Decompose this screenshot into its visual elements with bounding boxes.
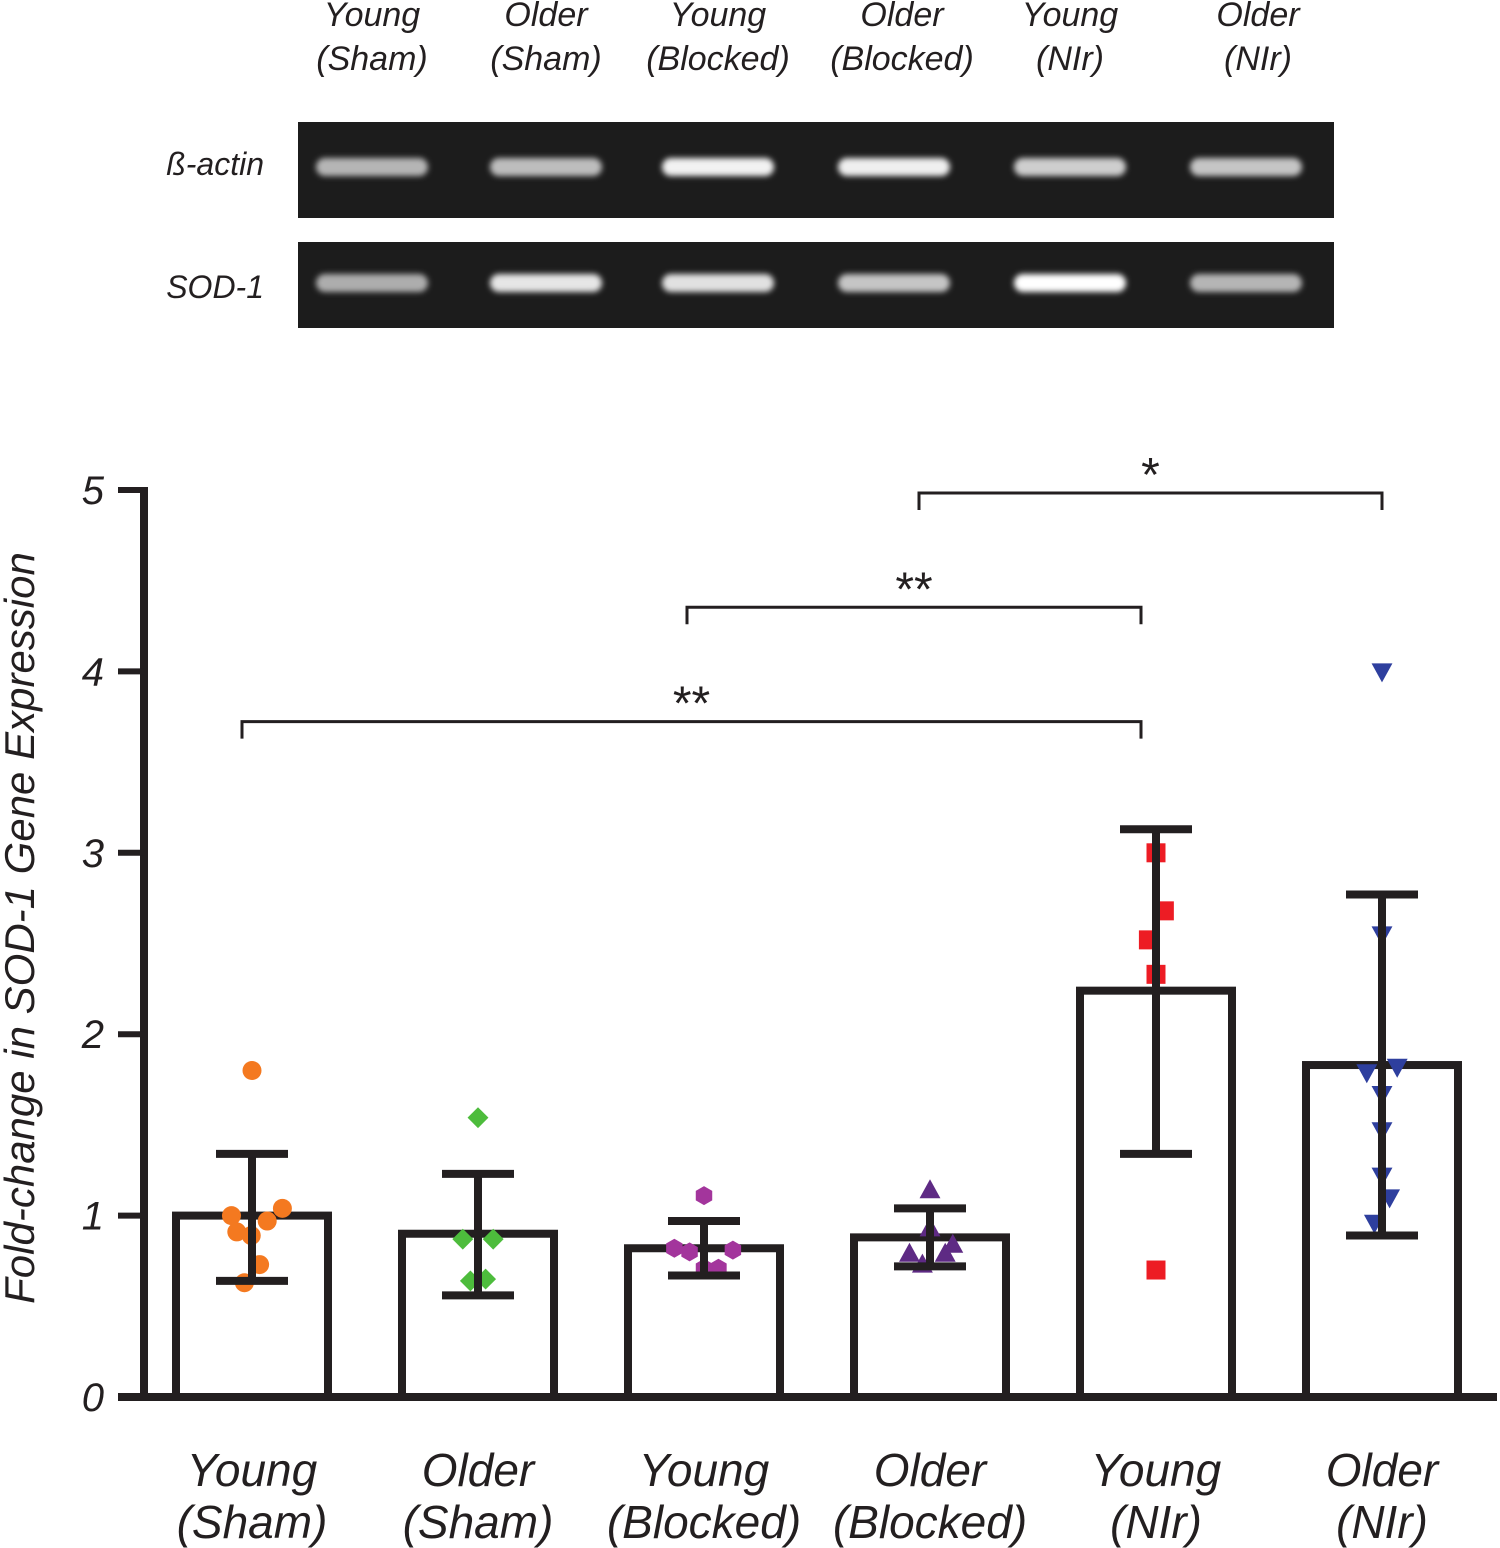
- point-0-0: [221, 1206, 241, 1226]
- point-1-1: [452, 1228, 474, 1250]
- series-group-5: [1302, 663, 1462, 1401]
- gel-band-0-5: [1190, 158, 1302, 176]
- point-2-2: [695, 1186, 713, 1206]
- gel-band-0-0: [316, 158, 428, 176]
- lane-4-line2: (NIr): [1036, 40, 1104, 78]
- x-label-0-line2: (Sham): [177, 1496, 328, 1548]
- x-label-4-line1: Young: [1091, 1444, 1222, 1496]
- gel-band-0-4: [1014, 158, 1126, 176]
- lane-4-line1: Young: [1022, 0, 1119, 34]
- x-label-5-line1: Older: [1326, 1444, 1440, 1496]
- x-labels: Young(Sham)Older(Sham)Young(Blocked)Olde…: [177, 1444, 1440, 1548]
- gel-lane-headers: Young (Sham) Older (Sham) Young (Blocked…: [316, 0, 1301, 78]
- gel-band-1-4: [1014, 274, 1126, 292]
- y-tick-label-4: 4: [82, 650, 104, 694]
- gel-strip-actin: [298, 122, 1334, 218]
- point-2-4: [724, 1240, 742, 1260]
- series-group-3: [850, 1179, 1010, 1402]
- error-bar-1: [442, 1169, 514, 1300]
- lane-0-line2: (Sham): [316, 40, 427, 78]
- series-group-4: [1076, 825, 1236, 1401]
- x-label-4-line2: (NIr): [1110, 1496, 1202, 1548]
- plot-layer: [172, 663, 1462, 1402]
- point-0-4: [272, 1198, 292, 1218]
- x-label-5-line2: (NIr): [1336, 1496, 1428, 1548]
- lane-0-line1: Young: [324, 0, 421, 34]
- lane-2-line1: Young: [670, 0, 767, 34]
- series-group-0: [172, 1060, 332, 1401]
- gel-band-1-1: [490, 274, 602, 292]
- gel-band-0-2: [662, 158, 774, 176]
- gel-row-label-sod1: SOD-1: [166, 269, 264, 305]
- sig-label-0: *: [1141, 449, 1160, 502]
- gel-band-0-1: [490, 158, 602, 176]
- lane-5-line1: Older: [1216, 0, 1301, 34]
- gel-band-1-0: [316, 274, 428, 292]
- sig-label-1: **: [895, 563, 932, 616]
- sig-bracket-0: [917, 491, 1384, 510]
- lane-1-line1: Older: [504, 0, 589, 34]
- gel-band-1-2: [662, 274, 774, 292]
- gel-strip-sod1: [298, 242, 1334, 328]
- point-5-2: [1356, 1064, 1378, 1084]
- significance-brackets: *****: [240, 449, 1384, 739]
- sig-bracket-1: [685, 605, 1143, 625]
- point-0-1: [227, 1222, 247, 1242]
- error-bar-2: [668, 1217, 740, 1280]
- y-tick-label-1: 1: [82, 1195, 104, 1239]
- point-5-3: [1386, 1058, 1408, 1078]
- lane-2-line2: (Blocked): [646, 40, 790, 78]
- lane-5-line2: (NIr): [1224, 40, 1292, 78]
- gel-bands: [316, 158, 1302, 292]
- error-bar-4: [1120, 825, 1192, 1158]
- point-2-0: [666, 1238, 683, 1258]
- gel-band-1-3: [838, 274, 950, 292]
- point-3-4: [942, 1233, 964, 1253]
- error-bar-5: [1346, 890, 1418, 1240]
- point-4-4: [1146, 1260, 1166, 1280]
- point-3-1: [919, 1179, 941, 1199]
- x-label-3-line2: (Blocked): [833, 1496, 1027, 1548]
- series-group-2: [624, 1186, 784, 1401]
- x-label-1-line2: (Sham): [403, 1496, 554, 1548]
- y-tick-label-5: 5: [82, 469, 105, 513]
- y-tick-label-0: 0: [82, 1376, 104, 1420]
- lane-1-line2: (Sham): [490, 40, 601, 78]
- gel-band-0-3: [838, 158, 950, 176]
- x-label-0-line1: Young: [187, 1444, 318, 1496]
- point-3-0: [899, 1242, 920, 1262]
- y-tick-label-3: 3: [82, 832, 104, 876]
- series-group-1: [398, 1107, 558, 1401]
- error-bar-3: [894, 1204, 966, 1271]
- point-1-2: [482, 1228, 504, 1250]
- y-tick-label-2: 2: [81, 1013, 104, 1057]
- x-label-1-line1: Older: [422, 1444, 536, 1496]
- gel-row-label-actin: ß-actin: [166, 146, 264, 182]
- point-2-1: [681, 1242, 698, 1262]
- point-1-0: [467, 1107, 489, 1129]
- lane-3-line2: (Blocked): [830, 40, 974, 78]
- y-axis-label: Fold-change in SOD-1 Gene Expression: [0, 552, 43, 1304]
- gel-band-1-5: [1190, 274, 1302, 292]
- x-label-2-line1: Young: [639, 1444, 770, 1496]
- lane-3-line1: Older: [860, 0, 945, 34]
- y-ticks: 0 1 2 3 4 5: [81, 469, 144, 1420]
- error-bar-0: [216, 1149, 288, 1285]
- point-0-5: [242, 1060, 262, 1080]
- sig-bracket-2: [240, 720, 1143, 739]
- x-label-2-line2: (Blocked): [607, 1496, 801, 1548]
- point-0-3: [257, 1211, 277, 1231]
- x-label-3-line1: Older: [874, 1444, 988, 1496]
- point-5-0: [1371, 663, 1393, 683]
- sig-label-2: **: [673, 678, 710, 731]
